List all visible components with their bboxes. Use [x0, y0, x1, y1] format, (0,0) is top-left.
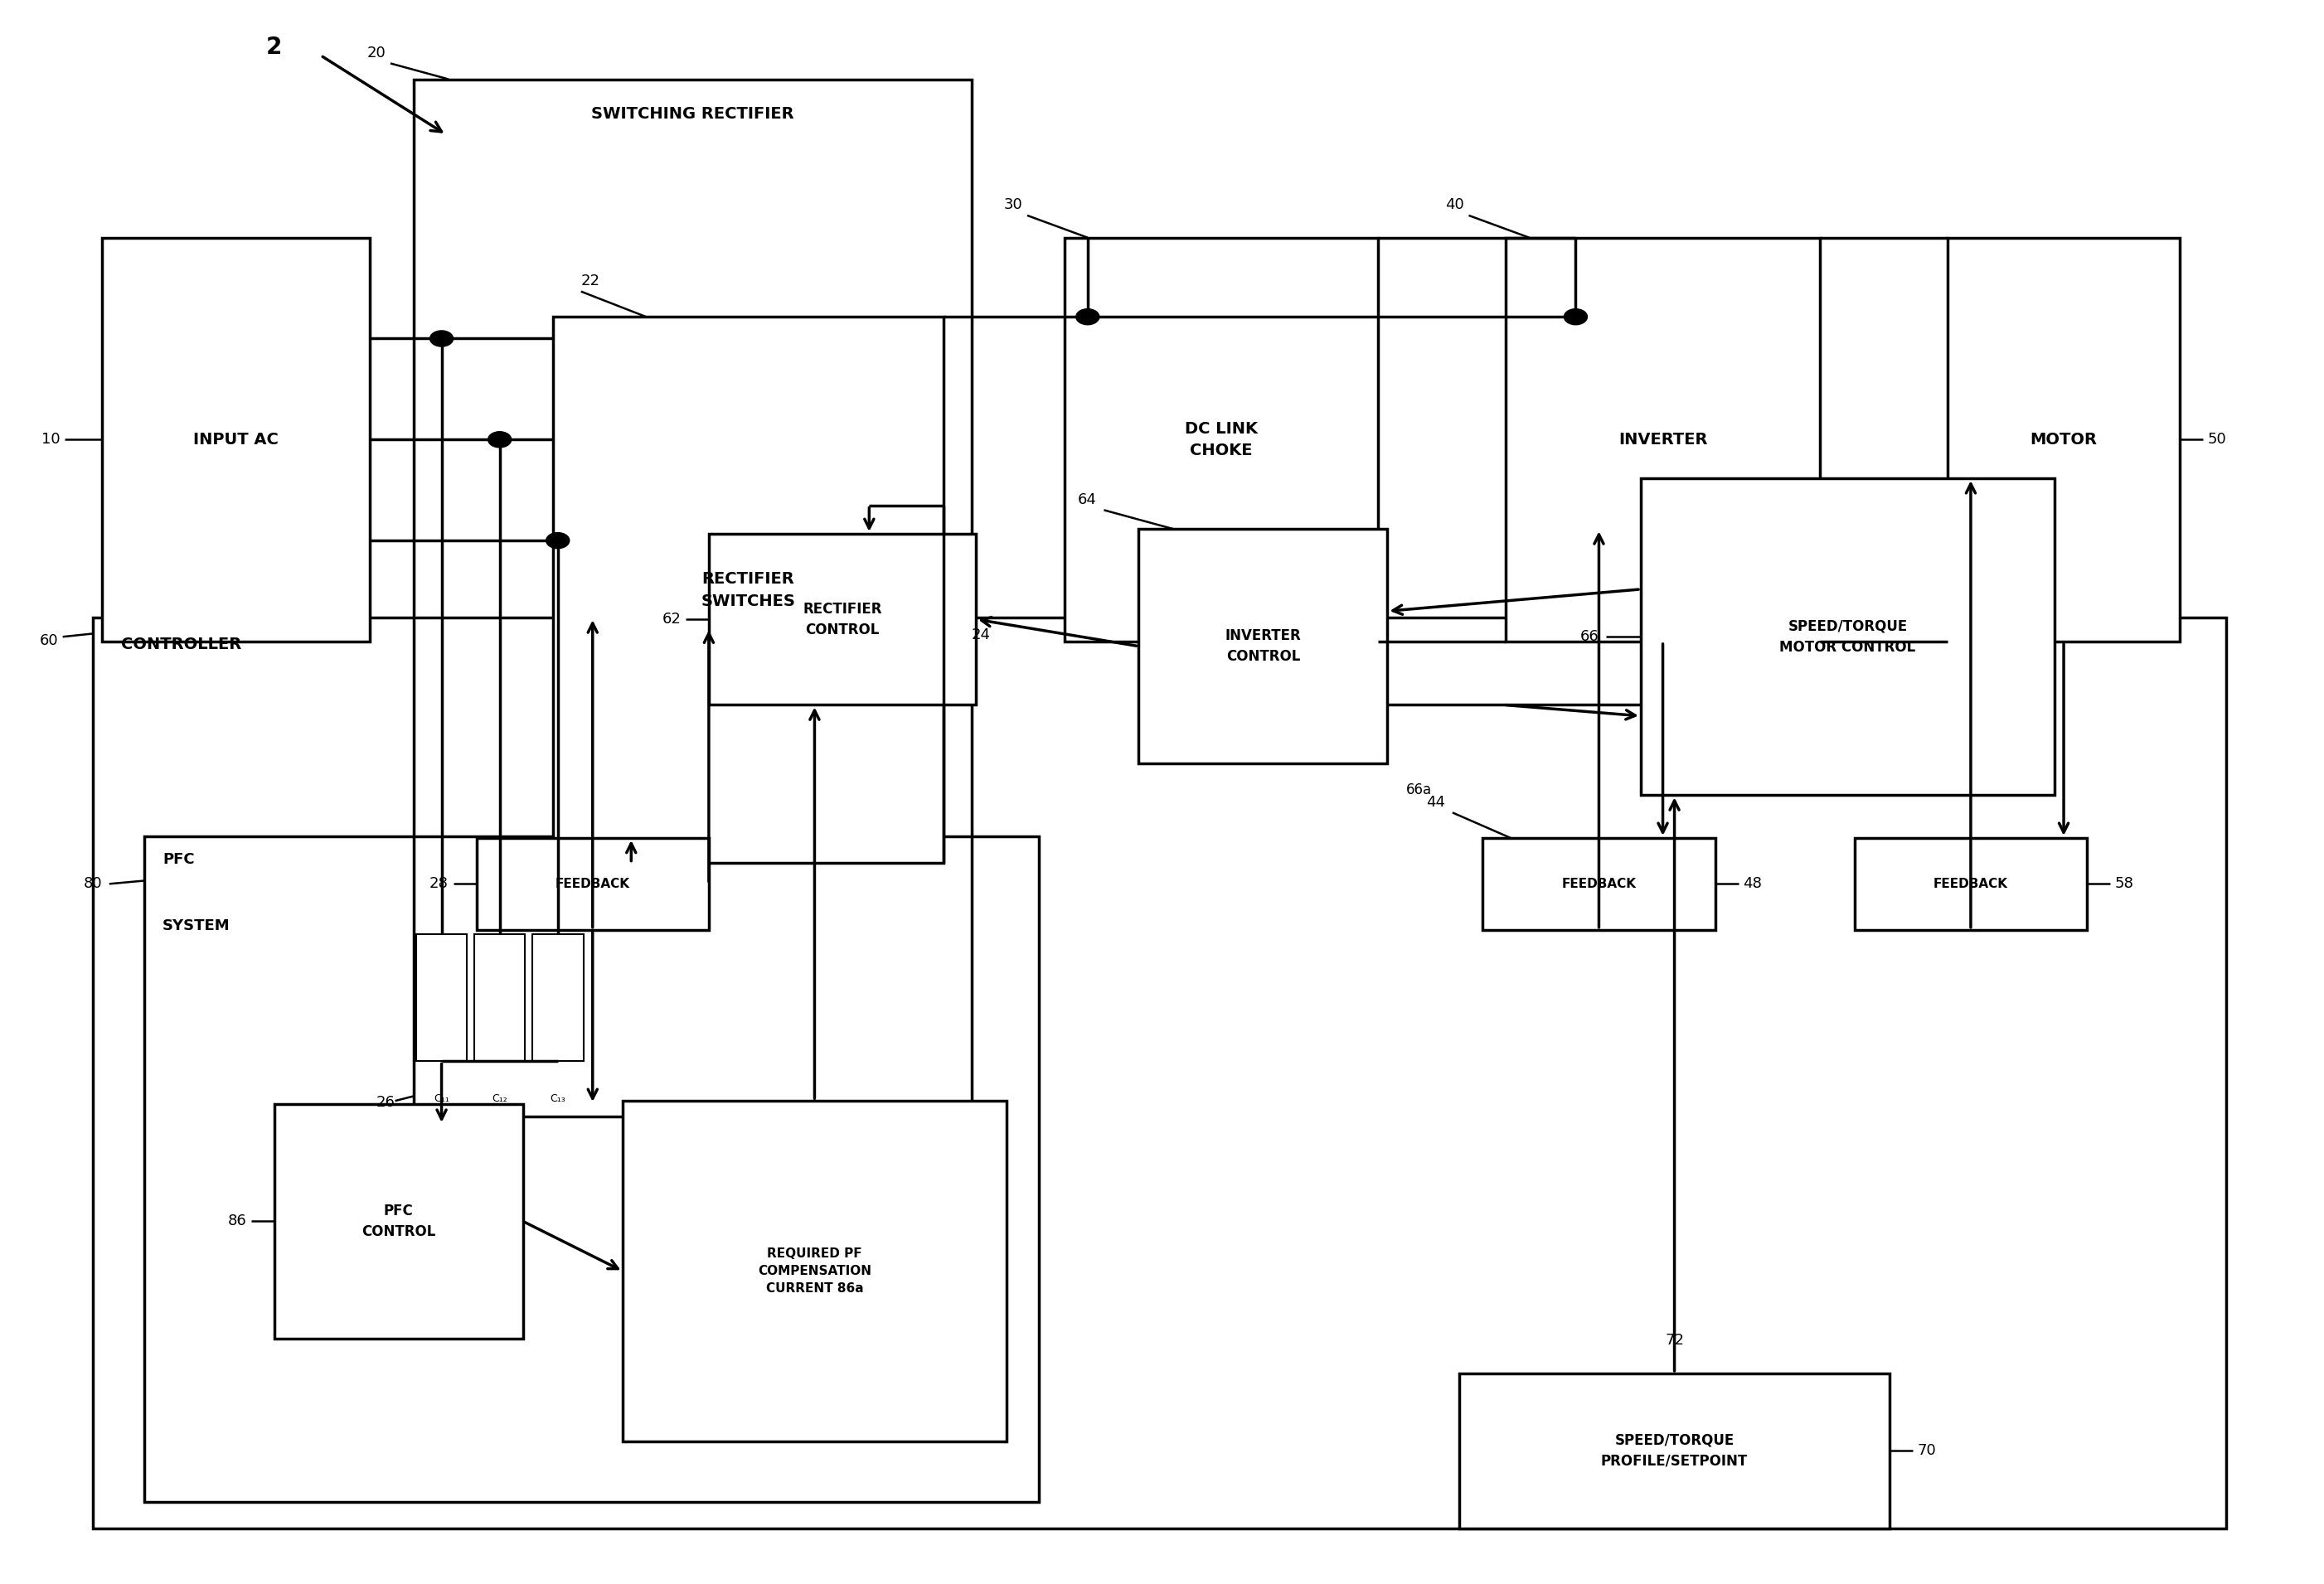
Bar [1641, 478, 2054, 795]
Text: CONTROLLER: CONTROLLER [121, 637, 242, 653]
Text: 80: 80 [84, 876, 102, 892]
Text: SYSTEM: SYSTEM [163, 919, 230, 933]
Text: C₁₂: C₁₂ [493, 1093, 507, 1104]
Text: 20: 20 [367, 46, 386, 60]
Text: FEEDBACK: FEEDBACK [1934, 878, 2008, 890]
Text: DC LINK
CHOKE: DC LINK CHOKE [1185, 421, 1257, 458]
Text: 86: 86 [228, 1213, 246, 1229]
Circle shape [1564, 309, 1587, 325]
Text: 58: 58 [2115, 876, 2133, 892]
Bar [1459, 1373, 1889, 1529]
Bar [476, 838, 709, 930]
Text: 62: 62 [662, 611, 681, 627]
Bar [1139, 529, 1387, 763]
Circle shape [546, 532, 569, 548]
Text: 72: 72 [1664, 1334, 1685, 1348]
Bar [553, 317, 944, 863]
Text: PFC
CONTROL: PFC CONTROL [363, 1204, 435, 1239]
Bar [416, 935, 467, 1061]
Text: 48: 48 [1743, 876, 1762, 892]
Bar [474, 935, 525, 1061]
Text: 26: 26 [376, 1095, 395, 1110]
Circle shape [430, 331, 453, 347]
Bar [414, 79, 971, 1117]
Bar [1506, 238, 1820, 642]
Text: C₁₁: C₁₁ [435, 1093, 449, 1104]
Text: 50: 50 [2208, 432, 2226, 447]
Text: 28: 28 [430, 876, 449, 892]
Circle shape [488, 432, 511, 448]
Text: RECTIFIER
SWITCHES: RECTIFIER SWITCHES [702, 572, 795, 608]
Text: 30: 30 [1004, 198, 1023, 212]
Text: FEEDBACK: FEEDBACK [555, 878, 630, 890]
Text: INPUT AC: INPUT AC [193, 432, 279, 447]
Text: 60: 60 [40, 634, 58, 648]
Bar [102, 238, 370, 642]
Text: REQUIRED PF
COMPENSATION
CURRENT 86a: REQUIRED PF COMPENSATION CURRENT 86a [758, 1248, 872, 1294]
Bar [144, 836, 1039, 1502]
Text: INVERTER
CONTROL: INVERTER CONTROL [1225, 629, 1301, 664]
Bar [1064, 238, 1378, 642]
Text: SPEED/TORQUE
MOTOR CONTROL: SPEED/TORQUE MOTOR CONTROL [1780, 619, 1915, 654]
Text: PFC: PFC [163, 852, 195, 866]
Text: 44: 44 [1427, 795, 1446, 809]
Text: 66a: 66a [1406, 782, 1432, 797]
Text: 24: 24 [971, 627, 990, 643]
Text: RECTIFIER
CONTROL: RECTIFIER CONTROL [802, 602, 883, 637]
Bar [274, 1104, 523, 1338]
Text: 66: 66 [1580, 629, 1599, 645]
Text: FEEDBACK: FEEDBACK [1562, 878, 1636, 890]
Text: 2: 2 [267, 36, 281, 59]
Bar [623, 1101, 1006, 1441]
Text: 10: 10 [42, 432, 60, 447]
Bar [1483, 838, 1715, 930]
Text: MOTOR: MOTOR [2031, 432, 2096, 447]
Text: 64: 64 [1078, 493, 1097, 507]
Text: INVERTER: INVERTER [1618, 432, 1708, 447]
Text: 40: 40 [1446, 198, 1464, 212]
Bar [1855, 838, 2087, 930]
Bar [93, 618, 2226, 1529]
Text: SWITCHING RECTIFIER: SWITCHING RECTIFIER [590, 106, 795, 122]
Bar [532, 935, 583, 1061]
Circle shape [1076, 309, 1099, 325]
Text: C₁₃: C₁₃ [551, 1093, 565, 1104]
Text: 22: 22 [581, 274, 600, 288]
Bar [709, 534, 976, 705]
Text: 70: 70 [1917, 1443, 1936, 1459]
Bar [1948, 238, 2180, 642]
Text: SPEED/TORQUE
PROFILE/SETPOINT: SPEED/TORQUE PROFILE/SETPOINT [1601, 1434, 1748, 1468]
